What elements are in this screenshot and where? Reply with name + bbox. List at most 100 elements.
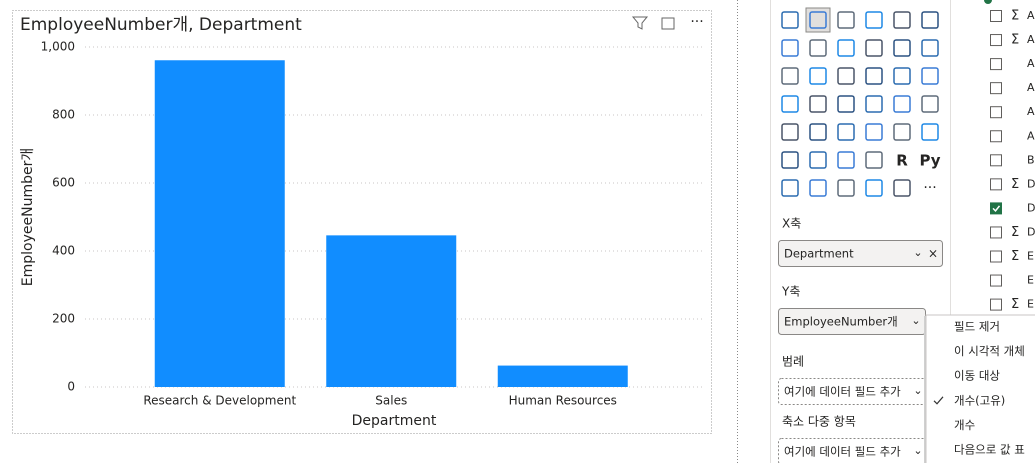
visual-icon[interactable] (865, 151, 883, 169)
checkbox[interactable] (990, 106, 1002, 119)
visual-icon[interactable] (809, 123, 827, 141)
field-name[interactable]: A (1027, 81, 1035, 94)
well-field[interactable]: 여기에 데이터 필드 추가 (784, 385, 901, 399)
visual-icon[interactable] (893, 67, 911, 85)
field-name[interactable]: E (1027, 298, 1034, 311)
visual-icon[interactable] (921, 123, 939, 141)
dropdown-icon[interactable]: ⌄ (913, 384, 922, 397)
focus-icon[interactable] (661, 17, 675, 30)
visual-icon[interactable]: ··· (923, 180, 936, 196)
sigma-icon: Σ (1011, 249, 1019, 264)
visual-icon[interactable] (809, 151, 827, 169)
field-name[interactable]: A (1027, 9, 1035, 22)
visual-icon[interactable] (865, 179, 883, 197)
visual-icon[interactable] (781, 39, 799, 57)
bar[interactable] (326, 235, 457, 387)
visual-icon[interactable] (865, 11, 883, 29)
visual-icon[interactable] (837, 123, 855, 141)
menu-item[interactable]: 다음으로 값 표 (954, 443, 1025, 457)
well-field[interactable]: 여기에 데이터 필드 추가 (784, 445, 901, 459)
visual-icon[interactable] (781, 179, 799, 197)
sigma-icon: Σ (1011, 9, 1019, 24)
field-name[interactable]: A (1027, 57, 1035, 70)
checkbox[interactable] (990, 226, 1002, 239)
bar[interactable] (154, 60, 285, 387)
visual-icon[interactable] (809, 179, 827, 197)
visual-icon[interactable] (809, 11, 827, 29)
visual-icon[interactable]: R (896, 152, 908, 170)
x-tick-label: Research & Development (143, 394, 296, 408)
field-name[interactable]: B (1027, 153, 1035, 166)
checkbox[interactable] (990, 250, 1002, 263)
visual-icon[interactable] (893, 95, 911, 113)
well-field[interactable]: EmployeeNumber개 (784, 315, 898, 329)
menu-item[interactable]: 이동 대상 (954, 369, 1000, 383)
visual-icon[interactable] (837, 151, 855, 169)
field-well[interactable] (778, 240, 943, 267)
visual-icon[interactable] (837, 11, 855, 29)
checkbox[interactable] (990, 58, 1002, 71)
visual-icon[interactable] (781, 151, 799, 169)
dropdown-icon[interactable]: ⌄ (913, 246, 922, 259)
visual-icon[interactable] (837, 95, 855, 113)
visual-icon[interactable] (893, 11, 911, 29)
visual-icon[interactable] (865, 123, 883, 141)
visual-header-icons[interactable]: ··· (631, 14, 704, 30)
visual-icon[interactable] (865, 95, 883, 113)
visual-icon[interactable] (893, 123, 911, 141)
checkbox[interactable] (990, 34, 1002, 47)
field-name[interactable]: E (1027, 250, 1034, 263)
more-icon[interactable]: ··· (690, 14, 703, 30)
menu-box (925, 314, 1035, 463)
visual-icon[interactable] (865, 39, 883, 57)
visual-icon[interactable] (781, 67, 799, 85)
field-name[interactable]: D (1027, 177, 1035, 190)
y-tick-label: 400 (52, 244, 75, 258)
field-name[interactable]: A (1027, 33, 1035, 46)
checkbox[interactable] (990, 10, 1002, 22)
checkbox[interactable] (990, 274, 1002, 287)
visual-icon[interactable] (921, 95, 939, 113)
checkbox[interactable] (990, 298, 1002, 311)
filter-icon[interactable] (631, 16, 649, 30)
visual-icon[interactable] (893, 179, 911, 197)
visual-icon[interactable] (781, 95, 799, 113)
field-name[interactable]: D (1027, 201, 1035, 214)
visual-icon[interactable] (837, 39, 855, 57)
field-name[interactable]: A (1027, 129, 1035, 142)
bar[interactable] (497, 365, 628, 387)
visual-icon[interactable] (921, 11, 939, 29)
visual-icon[interactable]: Py (919, 152, 940, 170)
menu-item[interactable]: 이 시각적 개체 (954, 344, 1025, 358)
visual-icon[interactable] (781, 123, 799, 141)
well-field[interactable]: Department (784, 247, 854, 261)
y-tick-label: 0 (67, 380, 75, 394)
menu-item[interactable]: 개수(고유) (954, 393, 1005, 407)
field-name[interactable]: D (1027, 225, 1035, 238)
visual-icon[interactable] (781, 11, 799, 29)
remove-icon[interactable]: × (928, 247, 938, 261)
visual-icon[interactable] (837, 179, 855, 197)
visual-icon[interactable] (809, 67, 827, 85)
checkbox[interactable] (990, 154, 1002, 167)
visual-icon[interactable] (837, 67, 855, 85)
visual-icon[interactable] (809, 39, 827, 57)
dropdown-icon[interactable]: ⌄ (911, 314, 920, 327)
dropdown-icon[interactable]: ⌄ (913, 444, 922, 457)
checkbox[interactable] (990, 178, 1002, 191)
visual-icon[interactable] (865, 67, 883, 85)
well-title: 축소 다중 항목 (782, 415, 856, 429)
checkbox[interactable] (990, 82, 1002, 95)
menu-item[interactable]: 필드 제거 (954, 320, 1000, 334)
visual-icon[interactable] (809, 95, 827, 113)
field-name[interactable]: E (1027, 274, 1034, 287)
menu-item[interactable]: 개수 (954, 418, 975, 432)
visual-icon[interactable] (921, 67, 939, 85)
checkbox[interactable] (990, 202, 1002, 215)
visual-icon[interactable] (921, 39, 939, 57)
field-name[interactable]: A (1027, 105, 1035, 118)
visual-icon[interactable] (893, 39, 911, 57)
checkbox[interactable] (990, 130, 1002, 143)
